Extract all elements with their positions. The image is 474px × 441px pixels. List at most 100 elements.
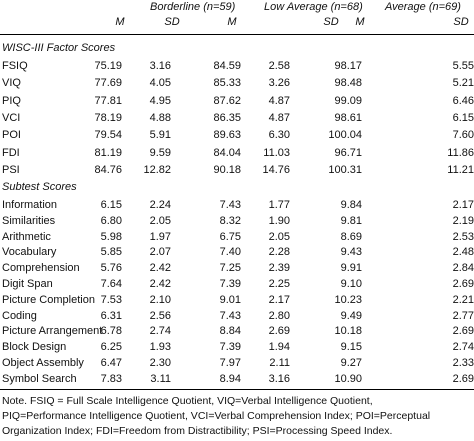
- cell-m-borderline: 75.19: [94, 60, 122, 72]
- table-row: Arithmetic 5.98 1.97 6.75 2.05 8.69 2.53: [0, 230, 474, 245]
- cell-m-borderline: 5.76: [100, 262, 122, 275]
- note-line: Note. FSIQ = Full Scale Intelligence Quo…: [2, 395, 373, 407]
- cell-m-low-average: 7.25: [219, 262, 241, 275]
- cell-sd-borderline: 2.56: [149, 309, 171, 322]
- cell-sd-borderline: 4.95: [149, 94, 171, 107]
- cell-sd-low-average: 1.94: [268, 341, 290, 354]
- cell-m-borderline: 78.19: [94, 111, 122, 124]
- cell-sd-borderline: 3.11: [150, 372, 171, 385]
- cell-sd-borderline: 2.42: [149, 262, 171, 275]
- table-row: VIQ 77.69 4.05 85.33 3.26 98.48 5.21: [0, 76, 474, 91]
- cell-sd-average: 5.55: [452, 60, 474, 72]
- table-row: Comprehension 5.76 2.42 7.25 2.39 9.91 2.84: [0, 261, 474, 276]
- cell-sd-low-average: 1.90: [268, 214, 290, 227]
- cell-sd-low-average: 11.03: [263, 146, 290, 159]
- cell-sd-average: 6.46: [452, 94, 474, 107]
- group-label-borderline: Borderline (n=59): [150, 1, 236, 13]
- cell-sd-average: 2.53: [452, 230, 474, 243]
- stat-sd-average: SD: [453, 16, 469, 28]
- cell-m-borderline: 7.64: [100, 278, 122, 290]
- cell-m-borderline: 81.19: [94, 146, 122, 159]
- row-label: VCI: [2, 111, 21, 124]
- cell-m-low-average: 90.18: [213, 163, 241, 176]
- cell-m-average: 9.49: [340, 309, 362, 322]
- cell-sd-average: 2.69: [452, 325, 474, 338]
- cell-m-average: 9.43: [340, 246, 362, 259]
- row-label: VIQ: [2, 77, 21, 90]
- cell-sd-low-average: 4.87: [268, 111, 290, 124]
- stat-m-average: M: [355, 16, 365, 28]
- cell-m-low-average: 84.59: [213, 60, 241, 72]
- cell-m-low-average: 7.43: [219, 199, 241, 211]
- cell-m-average: 8.69: [340, 230, 362, 243]
- row-label: FSIQ: [2, 60, 28, 72]
- stat-sd-borderline: SD: [164, 16, 180, 28]
- row-label: Information: [2, 199, 58, 211]
- row-label: Picture Arrangement: [2, 325, 103, 338]
- cell-sd-average: 2.77: [452, 309, 474, 322]
- table-row: Vocabulary 5.85 2.07 7.40 2.28 9.43 2.48: [0, 245, 474, 260]
- section-title-subtest-scores: Subtest Scores: [0, 180, 474, 195]
- row-label: Coding: [2, 309, 37, 322]
- cell-m-average: 9.27: [340, 357, 362, 369]
- cell-m-borderline: 6.78: [100, 325, 122, 338]
- cell-m-average: 98.17: [334, 60, 362, 72]
- stat-m-borderline: M: [115, 16, 125, 28]
- cell-m-borderline: 79.54: [94, 129, 122, 142]
- cell-m-average: 100.31: [328, 163, 362, 176]
- cell-m-average: 10.23: [334, 293, 362, 306]
- cell-m-borderline: 84.76: [94, 163, 122, 176]
- cell-m-low-average: 86.35: [213, 111, 241, 124]
- cell-sd-borderline: 2.42: [149, 278, 171, 290]
- row-label: Vocabulary: [2, 246, 57, 259]
- row-label: PSI: [2, 163, 20, 176]
- cell-m-average: 100.04: [328, 129, 362, 142]
- cell-m-average: 98.61: [334, 111, 362, 124]
- table-notes: Note. FSIQ = Full Scale Intelligence Quo…: [2, 394, 472, 439]
- cell-sd-borderline: 1.93: [149, 341, 171, 354]
- cell-m-borderline: 5.98: [100, 230, 122, 243]
- cell-m-low-average: 7.39: [219, 278, 241, 290]
- cell-m-borderline: 7.83: [100, 372, 122, 385]
- table-row: Picture Completion 7.53 2.10 9.01 2.17 10.23 2…: [0, 293, 474, 308]
- table-row: Coding 6.31 2.56 7.43 2.80 9.49 2.77: [0, 309, 474, 324]
- cell-sd-average: 11.86: [447, 146, 474, 159]
- cell-sd-low-average: 2.69: [268, 325, 290, 338]
- row-label: FDI: [2, 146, 20, 159]
- cell-sd-average: 7.60: [452, 129, 474, 142]
- stat-sd-low-average: SD: [323, 16, 339, 28]
- cell-sd-borderline: 2.24: [149, 199, 171, 211]
- cell-m-average: 9.91: [340, 262, 362, 275]
- cell-m-average: 9.81: [340, 214, 362, 227]
- row-label: POI: [2, 129, 21, 142]
- stat-header-row: M SD M SD M SD: [0, 15, 474, 30]
- cell-sd-low-average: 2.39: [268, 262, 290, 275]
- table-row: Picture Arrangement 6.78 2.74 8.84 2.69 10.18…: [0, 324, 474, 339]
- table-row: Information 6.15 2.24 7.43 1.77 9.84 2.17: [0, 198, 474, 213]
- cell-m-low-average: 89.63: [213, 129, 241, 142]
- cell-sd-low-average: 3.26: [268, 77, 290, 90]
- cell-sd-average: 2.69: [452, 278, 474, 290]
- cell-sd-borderline: 12.82: [143, 163, 171, 176]
- table-row: Symbol Search 7.83 3.11 8.94 3.16 10.90 2.69: [0, 372, 474, 387]
- cell-sd-low-average: 2.17: [268, 293, 290, 306]
- stat-m-low-average: M: [227, 16, 237, 28]
- table-row: Block Design 6.25 1.93 7.39 1.94 9.15 2.74: [0, 340, 474, 355]
- cell-sd-average: 2.84: [452, 262, 474, 275]
- table-row: Object Assembly 6.47 2.30 7.97 2.11 9.27 2.33: [0, 356, 474, 371]
- cell-sd-average: 2.21: [452, 293, 474, 306]
- cell-sd-low-average: 3.16: [268, 372, 290, 385]
- cell-sd-average: 6.15: [452, 111, 474, 124]
- note-line: PIQ=Performance Intelligence Quotient, V…: [2, 410, 431, 422]
- cell-sd-borderline: 1.97: [149, 230, 171, 243]
- cell-sd-borderline: 2.10: [149, 293, 171, 306]
- cell-m-low-average: 8.84: [219, 325, 241, 338]
- cell-sd-average: 2.69: [452, 372, 474, 385]
- cell-m-average: 9.84: [340, 199, 362, 211]
- cell-sd-borderline: 9.59: [149, 146, 171, 159]
- table-row: VCI 78.19 4.88 86.35 4.87 98.61 6.15: [0, 111, 474, 126]
- cell-sd-low-average: 2.28: [268, 246, 290, 259]
- cell-m-average: 9.10: [340, 278, 362, 290]
- cell-m-borderline: 6.15: [100, 199, 122, 211]
- group-label-average: Average (n=69): [385, 1, 461, 13]
